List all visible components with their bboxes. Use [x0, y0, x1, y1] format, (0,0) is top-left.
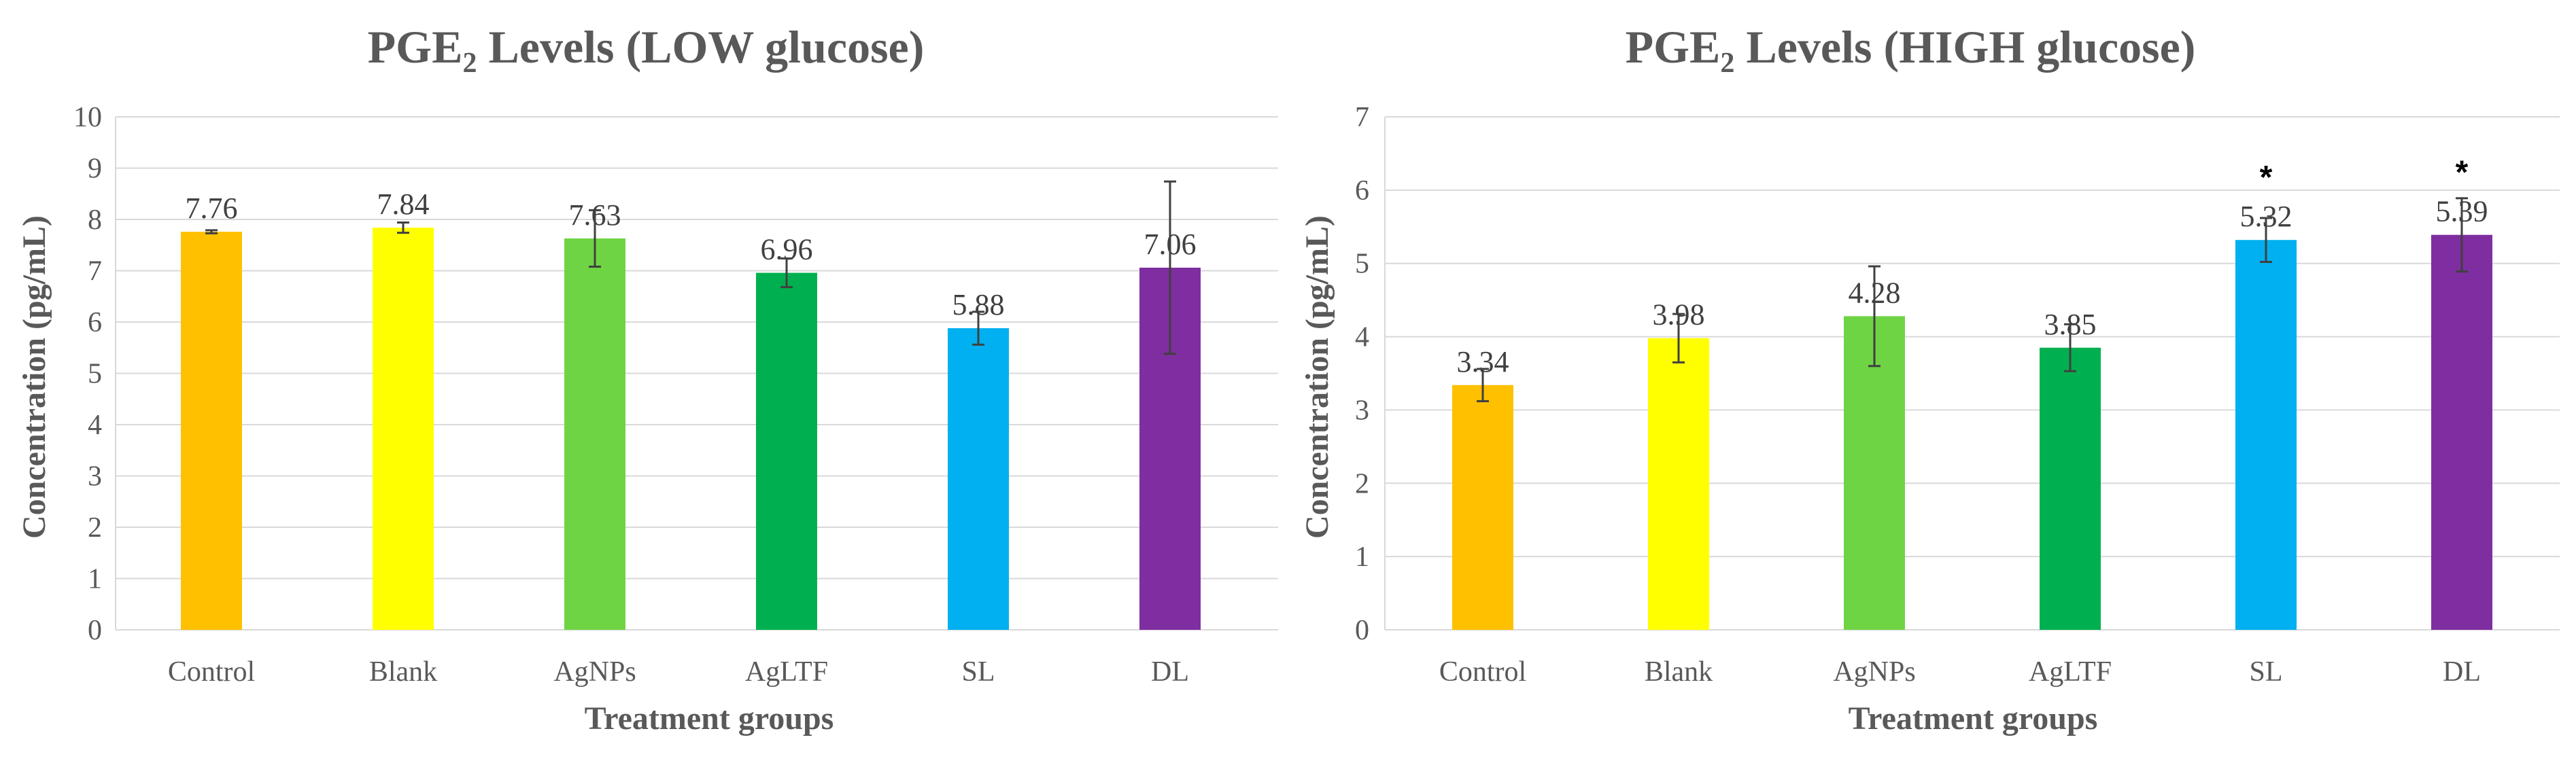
data-label: 7.63 [569, 198, 621, 232]
y-tick-label: 3 [1355, 395, 1369, 426]
y-tick-label: 7 [1355, 102, 1369, 133]
x-tick-label: SL [961, 656, 995, 688]
gridlines [115, 116, 1278, 631]
y-tick-label: 4 [1355, 322, 1369, 353]
chart-low-glucose: PGE2 Levels (LOW glucose) 7.76 7.84 7.636.… [16, 21, 1278, 737]
y-tick-label: 7 [88, 256, 102, 287]
x-tick-labels: Control Blank AgNPs AgLTF SL DL [168, 656, 1189, 688]
gridlines [1384, 116, 2560, 631]
bar-sl [2235, 240, 2297, 630]
data-labels: 3.34 3.98 4.28 3.85 5.32 * 5.39 * [1457, 155, 2488, 378]
x-tick-labels: Control Blank AgNPs AgLTF SL DL [1439, 656, 2481, 688]
error-bars [1477, 197, 2468, 402]
significance-marker: * [2260, 160, 2273, 196]
y-tick-label: 2 [1355, 468, 1369, 499]
x-tick-label: AgNPs [1833, 656, 1915, 688]
y-tick-label: 8 [88, 205, 102, 236]
bars [181, 228, 1201, 631]
data-label: 3.85 [2044, 308, 2097, 341]
chart-title-subscript: 2 [1720, 48, 1734, 79]
y-tick-label: 4 [88, 410, 102, 441]
y-tick-label: 1 [1355, 542, 1369, 573]
chart-title-main: PGE [1626, 21, 1721, 73]
chart-title-rest: Levels (HIGH glucose) [1734, 21, 2195, 73]
data-label: 7.76 [186, 192, 238, 225]
data-label: 3.98 [1653, 298, 1705, 332]
x-axis-title: Treatment groups [1849, 700, 2098, 737]
y-tick-labels: 0 1 2 3 4 5 6 7 8 9 10 [73, 102, 102, 646]
data-label: 3.34 [1457, 345, 1509, 378]
x-tick-label: AgLTF [745, 656, 828, 688]
data-labels: 7.76 7.84 7.63 6.96 5.88 7.06 [186, 188, 1197, 321]
chart-title: PGE2 Levels (LOW glucose) [368, 21, 925, 79]
x-tick-label: DL [2443, 656, 2481, 688]
bar-agnps [564, 238, 625, 630]
x-tick-label: Control [168, 656, 255, 688]
bar-agltf [756, 272, 817, 630]
y-tick-label: 0 [88, 615, 102, 646]
chart-title-rest: Levels (LOW glucose) [477, 21, 924, 73]
data-label: 4.28 [1849, 276, 1901, 309]
bar-dl [2431, 234, 2492, 630]
x-tick-label: AgNPs [553, 656, 636, 688]
y-axis-title: Concentration (pg/mL) [1299, 215, 1335, 539]
bar-control [181, 232, 242, 630]
data-label: 6.96 [761, 233, 813, 266]
chart-title-subscript: 2 [462, 48, 477, 79]
bar-control [1452, 385, 1513, 630]
bar-agltf [2040, 347, 2101, 630]
bar-agnps [1844, 316, 1905, 630]
bar-blank [373, 228, 434, 631]
y-axis-title: Concentration (pg/mL) [16, 215, 52, 539]
y-tick-label: 5 [1355, 249, 1369, 280]
data-label: 7.84 [377, 188, 430, 221]
y-tick-label: 5 [88, 359, 102, 390]
y-tick-labels: 0 1 2 3 4 5 6 7 [1355, 102, 1369, 646]
error-bars [205, 180, 1176, 355]
y-tick-label: 10 [73, 102, 102, 133]
y-tick-label: 0 [1355, 615, 1369, 646]
y-tick-label: 3 [88, 461, 102, 493]
y-tick-label: 1 [88, 564, 102, 595]
bar-blank [1648, 338, 1709, 630]
chart-high-glucose: PGE2 Levels (HIGH glucose) 3.343.984.283… [1299, 21, 2560, 737]
data-label: 5.32 [2240, 200, 2292, 233]
x-tick-label: SL [2249, 656, 2282, 688]
data-label: 5.88 [952, 288, 1005, 321]
x-tick-label: AgLTF [2029, 656, 2112, 688]
x-tick-label: Blank [369, 656, 437, 688]
y-tick-label: 9 [88, 154, 102, 185]
x-tick-label: DL [1151, 656, 1189, 688]
bar-sl [948, 328, 1009, 630]
significance-marker: * [2456, 155, 2469, 191]
x-axis-title: Treatment groups [585, 700, 834, 737]
data-label: 7.06 [1144, 228, 1197, 261]
x-tick-label: Blank [1645, 656, 1713, 688]
chart-title-main: PGE [368, 21, 463, 73]
y-tick-label: 6 [1355, 175, 1369, 207]
data-label: 5.39 [2436, 195, 2488, 228]
chart-title: PGE2 Levels (HIGH glucose) [1626, 21, 2196, 79]
y-tick-label: 6 [88, 307, 102, 338]
bars [1452, 234, 2492, 630]
x-tick-label: Control [1439, 656, 1526, 688]
y-tick-label: 2 [88, 512, 102, 544]
